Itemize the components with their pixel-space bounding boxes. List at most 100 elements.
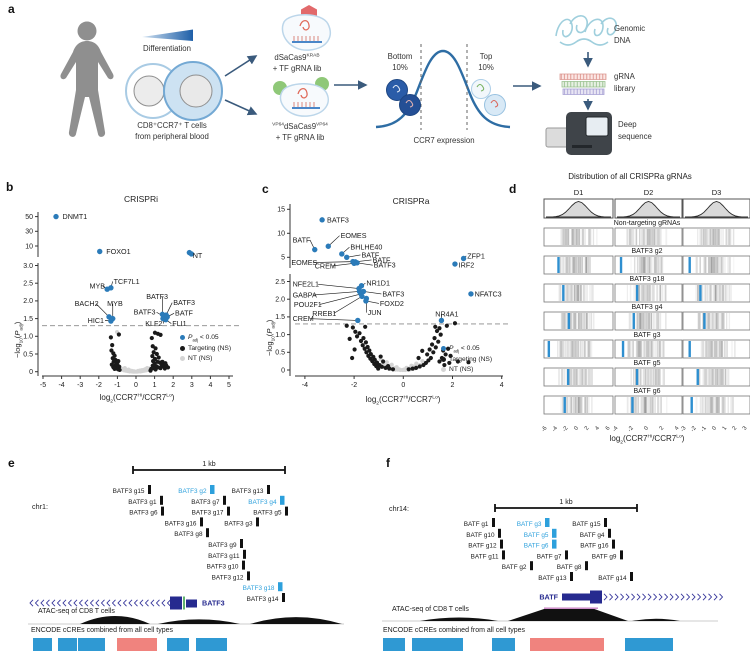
svg-text:BATF g3: BATF g3: [517, 521, 542, 528]
svg-text:D3: D3: [712, 188, 722, 197]
svg-text:KLF2: KLF2: [145, 319, 162, 328]
svg-text:CREM: CREM: [293, 314, 314, 323]
gate-top-label: Top: [479, 52, 493, 61]
svg-text:BATF g6: BATF g6: [633, 388, 660, 395]
svg-text:BATF g11: BATF g11: [471, 553, 499, 560]
svg-text:FOXO1: FOXO1: [106, 247, 130, 256]
sequencer-icon: [545, 112, 612, 155]
svg-text:BATF: BATF: [539, 593, 558, 602]
svg-text:BATF g14: BATF g14: [598, 575, 627, 582]
svg-text:Non-targeting gRNAs: Non-targeting gRNAs: [614, 220, 681, 227]
x-axis-label: log2(CCR7Hi/CCR7Lo): [609, 434, 685, 446]
svg-text:4: 4: [594, 425, 601, 432]
legend: Padj < 0.05 Targeting (NS) NT (NS): [180, 333, 231, 365]
svg-text:D2: D2: [644, 188, 654, 197]
svg-text:BATF3 g6: BATF3 g6: [129, 510, 158, 517]
svg-text:BATF3: BATF3: [173, 298, 195, 307]
svg-text:-6: -6: [541, 426, 549, 434]
svg-text:BATF3 g18: BATF3 g18: [243, 585, 275, 592]
svg-text:2: 2: [659, 426, 666, 432]
svg-text:BATF g16: BATF g16: [580, 543, 609, 550]
svg-text:2.0: 2.0: [275, 297, 285, 304]
svg-text:BATF3 g15: BATF3 g15: [113, 488, 145, 495]
svg-text:BATF3 g4: BATF3 g4: [632, 304, 663, 311]
svg-text:BATF3: BATF3: [374, 261, 396, 270]
crispra-construct-label: VP64dSaCas9VP64: [272, 122, 328, 131]
svg-text:BATF g8: BATF g8: [557, 564, 582, 571]
svg-text:BATF3 g12: BATF3 g12: [212, 574, 244, 581]
svg-text:BATF3 g17: BATF3 g17: [192, 510, 224, 517]
y-axis-label: −log10(Padj): [265, 319, 276, 356]
svg-text:MYB: MYB: [90, 281, 106, 290]
svg-text:-2: -2: [351, 382, 357, 389]
svg-text:NFATC3: NFATC3: [475, 289, 502, 298]
svg-text:1.5: 1.5: [23, 316, 33, 323]
gate-bottom-pct: 10%: [392, 63, 408, 72]
plot-title-crispra: CRISPRa: [392, 196, 430, 206]
cells-label-line2: from peripheral blood: [135, 132, 209, 141]
svg-text:0: 0: [573, 426, 580, 432]
svg-text:BATF3 g4: BATF3 g4: [248, 499, 277, 506]
crispri-construct-line2: + TF gRNA lib: [272, 64, 322, 73]
svg-text:BATF g3: BATF g3: [633, 332, 660, 339]
distribution-strips: D1 D2 D3 Non-targeting gRNAs BATF3 g2 BATF3 g…: [541, 188, 750, 434]
panel-e-batf3-locus: 1 kb chr1: BATF3 g15 BATF3 g2 BATF3 g13 BATF3…: [0, 455, 380, 651]
svg-text:10: 10: [25, 243, 33, 250]
panel-f-batf-locus: 1 kb chr14: BATF g1 BATF g3 BATF g15 BATF g10…: [380, 455, 750, 651]
svg-text:-2: -2: [562, 426, 570, 434]
svg-text:BATF3 g14: BATF3 g14: [247, 596, 279, 603]
svg-text:ENCODE cCREs combined from all: ENCODE cCREs combined from all cell type…: [383, 627, 525, 634]
svg-text:BATF g15: BATF g15: [572, 521, 601, 528]
svg-text:BATF: BATF: [175, 309, 193, 318]
svg-text:4: 4: [500, 382, 504, 389]
svg-text:IRF2: IRF2: [459, 260, 475, 269]
plot-title-crispri: CRISPRi: [123, 194, 159, 204]
svg-text:RREB1: RREB1: [312, 309, 336, 318]
panel-label-d: d: [509, 182, 517, 196]
grna-library-label-line2: library: [614, 84, 636, 93]
svg-text:BATF3 g8: BATF3 g8: [174, 531, 203, 538]
svg-text:D1: D1: [574, 188, 584, 197]
deep-sequence-label-line2: sequence: [618, 132, 652, 141]
svg-text:-3: -3: [77, 382, 83, 389]
svg-text:4: 4: [674, 425, 681, 432]
svg-text:0: 0: [711, 426, 718, 432]
svg-text:ATAC-seq of CD8 T cells: ATAC-seq of CD8 T cells: [392, 606, 469, 613]
svg-text:-2: -2: [96, 382, 102, 389]
svg-text:BATF3 g3: BATF3 g3: [224, 520, 253, 527]
svg-text:-3: -3: [680, 426, 688, 434]
svg-text:BATF g9: BATF g9: [592, 553, 617, 560]
batf-locus-track: 1 kb chr14: BATF g1 BATF g3 BATF g15 BATF g10…: [382, 499, 724, 651]
batf3-locus-track: 1 kb chr1: BATF3 g15 BATF3 g2 BATF3 g13 BATF3…: [28, 461, 344, 651]
svg-text:-2: -2: [627, 426, 635, 434]
svg-text:MYB: MYB: [107, 299, 123, 308]
svg-text:BATF3 g13: BATF3 g13: [232, 488, 264, 495]
svg-text:BATF g5: BATF g5: [524, 532, 549, 539]
svg-text:1.5: 1.5: [275, 314, 285, 321]
svg-text:chr14:: chr14:: [389, 504, 409, 513]
svg-text:NFE2L1: NFE2L1: [293, 280, 319, 289]
svg-text:GABPA: GABPA: [293, 290, 317, 299]
svg-text:1: 1: [153, 382, 157, 389]
svg-text:-4: -4: [551, 425, 559, 433]
svg-text:ATAC-seq of CD8 T cells: ATAC-seq of CD8 T cells: [38, 608, 115, 615]
panel-d-grna-distributions: Distribution of all CRISPRa gRNAs D1 D2 D3…: [505, 170, 750, 455]
svg-text:50: 50: [25, 214, 33, 221]
cells-label-line1: CD8⁺CCR7⁺ T cells: [137, 121, 207, 130]
arrow-to-crispra: [224, 99, 258, 116]
svg-text:EOMES: EOMES: [291, 258, 317, 267]
svg-text:0: 0: [401, 382, 405, 389]
svg-text:-2: -2: [690, 426, 698, 434]
svg-text:FOXD2: FOXD2: [380, 299, 404, 308]
svg-text:BATF g12: BATF g12: [468, 543, 497, 550]
dsacas9-vp64-icon: [273, 77, 329, 117]
svg-text:BATF3 g5: BATF3 g5: [253, 510, 282, 517]
svg-text:1.0: 1.0: [275, 332, 285, 339]
arrow-to-crispri: [224, 55, 258, 77]
svg-text:TCF7L1: TCF7L1: [114, 277, 140, 286]
svg-text:10: 10: [277, 231, 285, 238]
svg-text:15: 15: [277, 207, 285, 214]
svg-text:2.0: 2.0: [23, 298, 33, 305]
svg-text:BATF g7: BATF g7: [537, 553, 562, 560]
